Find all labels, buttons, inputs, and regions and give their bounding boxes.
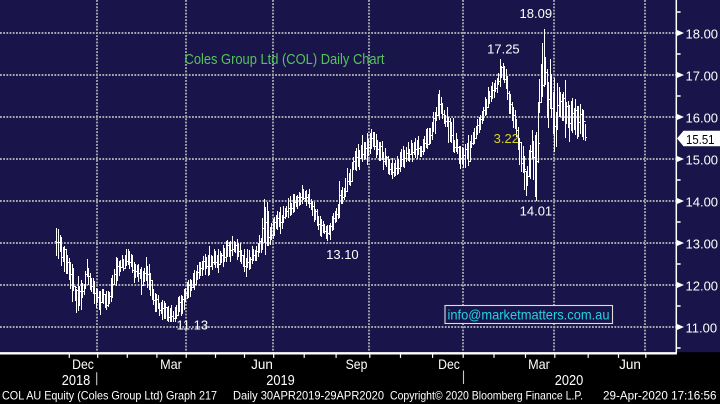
svg-text:15.51: 15.51 (686, 132, 715, 147)
svg-text:14.01: 14.01 (520, 204, 553, 219)
svg-text:15.00: 15.00 (686, 152, 719, 167)
svg-text:13.10: 13.10 (326, 247, 359, 262)
svg-text:Sep: Sep (346, 356, 368, 372)
svg-text:Copyright© 2020 Bloomberg Fina: Copyright© 2020 Bloomberg Finance L.P. (390, 388, 583, 402)
svg-text:2020: 2020 (555, 373, 584, 389)
svg-text:info@marketmatters.com.au: info@marketmatters.com.au (448, 307, 610, 323)
svg-text:Jun: Jun (251, 356, 273, 372)
svg-text:Daily 30APR2019-29APR2020: Daily 30APR2019-29APR2020 (233, 388, 384, 402)
svg-text:13.00: 13.00 (686, 236, 719, 251)
svg-text:17.00: 17.00 (686, 68, 719, 83)
svg-text:14.00: 14.00 (686, 194, 719, 209)
svg-text:Mar: Mar (528, 356, 550, 372)
svg-text:18.09: 18.09 (520, 6, 553, 21)
svg-text:Dec: Dec (72, 356, 94, 372)
svg-text:Jun: Jun (619, 356, 641, 372)
svg-text:3.22: 3.22 (494, 131, 519, 146)
svg-text:COL AU Equity (Coles Group Ltd: COL AU Equity (Coles Group Ltd) Graph 21… (2, 388, 217, 402)
svg-text:Dec: Dec (438, 356, 460, 372)
svg-text:12.00: 12.00 (686, 278, 719, 293)
svg-text:2018: 2018 (62, 373, 91, 389)
svg-text:17.25: 17.25 (487, 42, 520, 57)
svg-text:11.00: 11.00 (686, 320, 718, 335)
svg-text:16.00: 16.00 (686, 110, 719, 125)
svg-text:11.13: 11.13 (177, 318, 209, 333)
svg-text:2019: 2019 (266, 373, 295, 389)
svg-text:18.00: 18.00 (686, 26, 719, 41)
svg-text:Coles Group Ltd (COL) Daily Ch: Coles Group Ltd (COL) Daily Chart (185, 51, 386, 68)
svg-text:29-Apr-2020 17:16:56: 29-Apr-2020 17:16:56 (603, 388, 717, 402)
svg-text:Mar: Mar (160, 356, 182, 372)
